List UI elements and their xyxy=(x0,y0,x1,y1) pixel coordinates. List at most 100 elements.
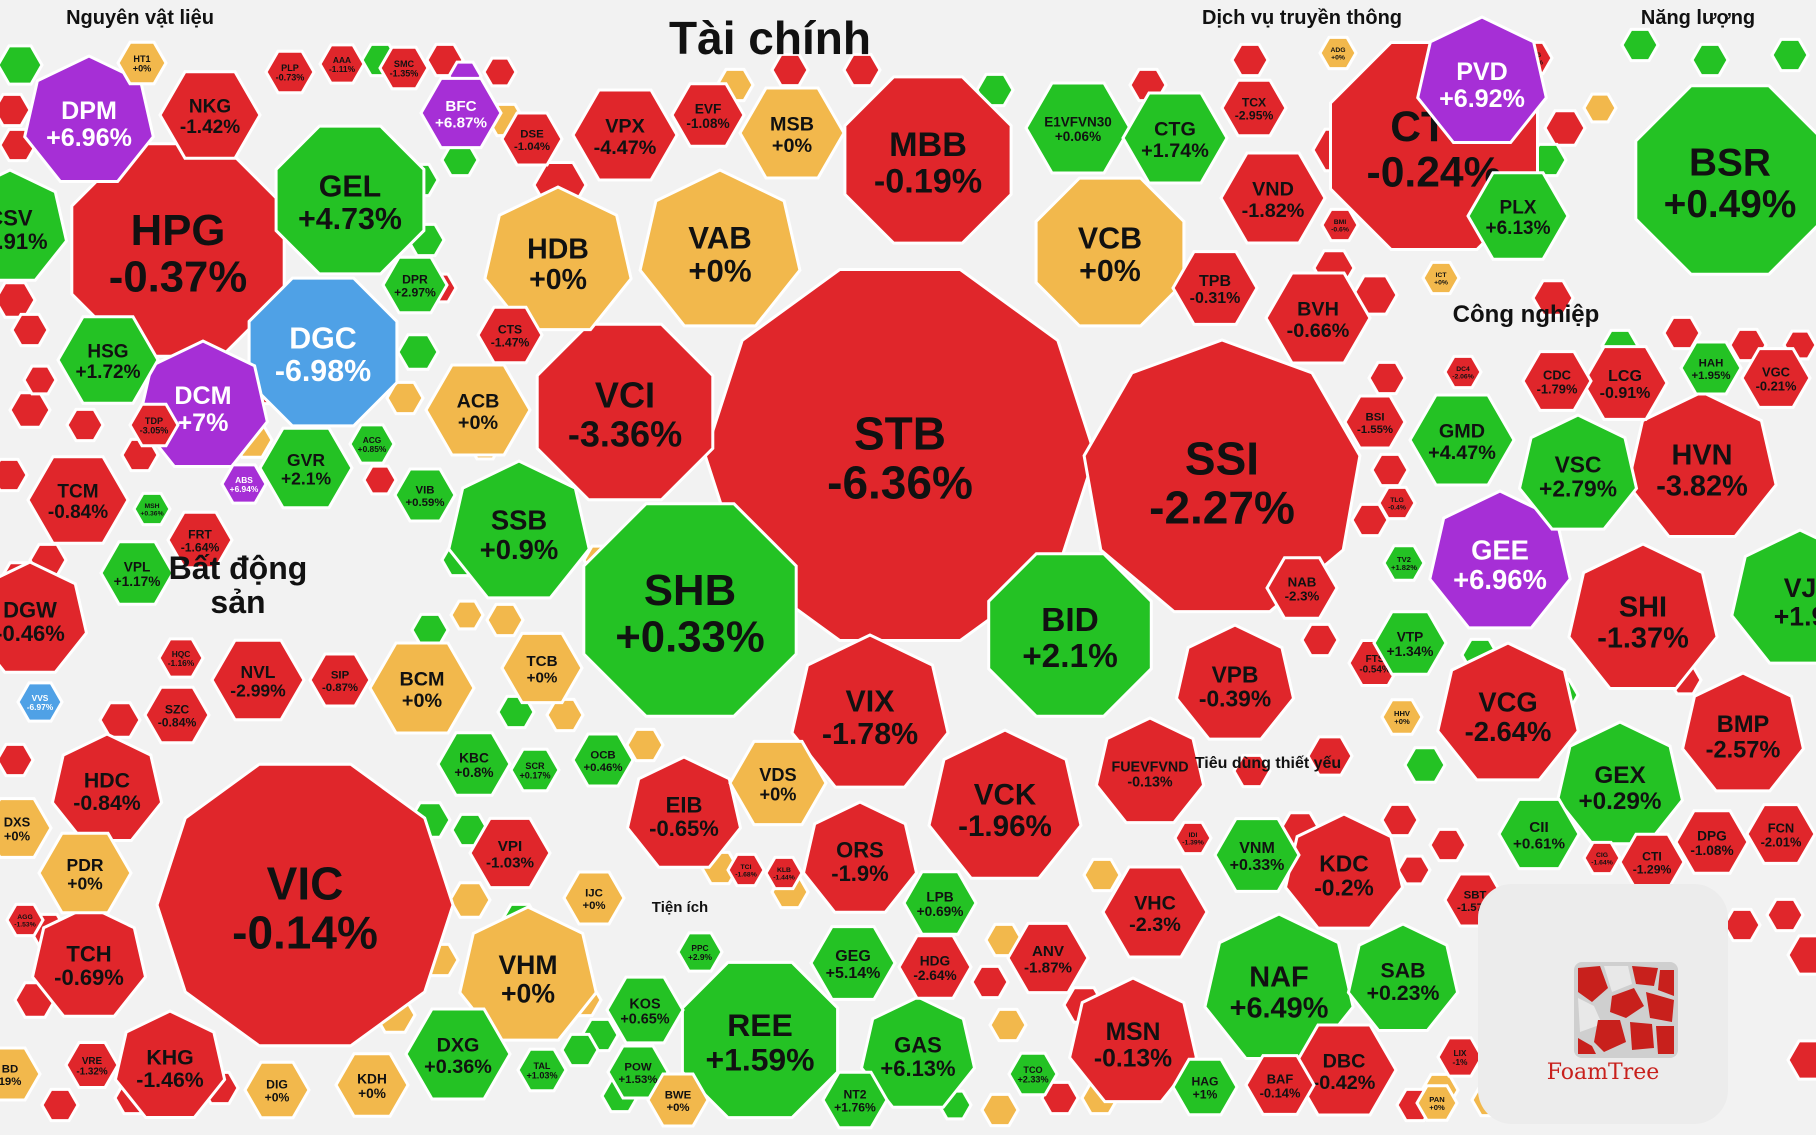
small-stock-cell[interactable] xyxy=(1232,753,1272,789)
stock-cell-kbc[interactable] xyxy=(436,731,512,797)
stock-cell-nvl[interactable] xyxy=(210,638,306,722)
stock-cell-kdc[interactable] xyxy=(1283,812,1405,930)
stock-cell-nt2[interactable] xyxy=(821,1070,889,1130)
stock-cell-ors[interactable] xyxy=(801,800,919,914)
stock-cell-tci[interactable] xyxy=(726,852,766,888)
stock-cell-dpg[interactable] xyxy=(1674,809,1750,875)
stock-cell-csv[interactable] xyxy=(0,168,69,282)
stock-cell-vj[interactable] xyxy=(1730,528,1816,665)
small-stock-cell[interactable] xyxy=(449,599,485,631)
stock-cell-vvs[interactable] xyxy=(16,681,64,723)
stock-cell-acb[interactable] xyxy=(424,363,532,457)
small-stock-cell[interactable] xyxy=(98,701,142,739)
group-title-utilities[interactable]: Tiện ích xyxy=(651,899,709,916)
stock-cell-dxs[interactable] xyxy=(0,797,53,859)
stock-cell-kdh[interactable] xyxy=(334,1052,410,1118)
stock-cell-hdg[interactable] xyxy=(897,934,973,1000)
small-stock-cell[interactable] xyxy=(1380,802,1420,838)
stock-cell-abs[interactable] xyxy=(220,463,268,505)
stock-cell-vpi[interactable] xyxy=(468,816,552,890)
stock-cell-evf[interactable] xyxy=(670,82,746,148)
stock-cell-ijc[interactable] xyxy=(562,870,626,926)
stock-cell-tpb[interactable] xyxy=(1171,250,1259,326)
stock-cell-hah[interactable] xyxy=(1679,340,1743,396)
stock-cell-tcb[interactable] xyxy=(500,631,584,705)
stock-cell-vsc[interactable] xyxy=(1517,413,1639,531)
stock-cell-frt[interactable] xyxy=(166,510,234,570)
stock-cell-shb[interactable] xyxy=(582,502,798,718)
stock-cell-pvd[interactable] xyxy=(1416,15,1548,144)
small-stock-cell[interactable] xyxy=(1543,109,1587,147)
stock-cell-tcx[interactable] xyxy=(1220,78,1288,138)
group-title-communication[interactable]: Dịch vụ truyền thông xyxy=(1202,7,1402,29)
stock-cell-scr[interactable] xyxy=(509,747,561,793)
stock-cell-vtp[interactable] xyxy=(1372,610,1448,676)
small-stock-cell[interactable] xyxy=(65,407,105,443)
small-stock-cell[interactable] xyxy=(1722,907,1762,943)
small-stock-cell[interactable] xyxy=(1428,827,1468,863)
stock-cell-ppc[interactable] xyxy=(676,931,724,973)
stock-cell-dc4[interactable] xyxy=(1443,354,1483,390)
small-stock-cell[interactable] xyxy=(1403,746,1447,784)
stock-cell-tv2[interactable] xyxy=(1382,544,1426,582)
small-stock-cell[interactable] xyxy=(1690,42,1730,78)
stock-cell-vhc[interactable] xyxy=(1101,865,1209,959)
stock-cell-ssb[interactable] xyxy=(447,459,591,600)
stock-cell-bwe[interactable] xyxy=(646,1072,710,1128)
stock-cell-vre[interactable] xyxy=(64,1041,120,1089)
stock-cell-bsr[interactable] xyxy=(1634,84,1816,276)
stock-cell-anv[interactable] xyxy=(1006,921,1090,995)
stock-cell-ict[interactable] xyxy=(1421,260,1461,296)
small-stock-cell[interactable] xyxy=(1306,735,1354,777)
small-stock-cell[interactable] xyxy=(1300,622,1340,658)
stock-cell-msb[interactable] xyxy=(738,86,846,180)
stock-cell-bcm[interactable] xyxy=(368,641,476,735)
group-title-real-estate[interactable]: Bất động sản xyxy=(168,550,308,620)
small-stock-cell[interactable] xyxy=(10,312,50,348)
stock-cell-plp[interactable] xyxy=(264,49,316,95)
group-title-materials[interactable]: Nguyên vật liệu xyxy=(66,7,214,29)
small-stock-cell[interactable] xyxy=(1620,27,1660,63)
stock-cell-vnm[interactable] xyxy=(1213,817,1301,893)
stock-cell-dig[interactable] xyxy=(243,1060,311,1120)
stock-cell-nkg[interactable] xyxy=(158,70,262,160)
stock-cell-hag[interactable] xyxy=(1171,1057,1239,1117)
stock-cell-cdc[interactable] xyxy=(1521,350,1593,412)
group-title-consumer-staples[interactable]: Tiêu dùng thiết yếu xyxy=(1194,755,1342,772)
small-stock-cell[interactable] xyxy=(1531,279,1575,317)
small-stock-cell[interactable] xyxy=(1230,42,1270,78)
stock-cell-cts[interactable] xyxy=(476,305,544,365)
stock-cell-bvh[interactable] xyxy=(1264,271,1372,365)
stock-cell-tal[interactable] xyxy=(516,1047,568,1093)
stock-cell-dpm[interactable] xyxy=(23,54,155,183)
stock-cell-hdb[interactable] xyxy=(483,185,633,332)
small-stock-cell[interactable] xyxy=(988,1007,1028,1043)
stock-cell-vab[interactable] xyxy=(638,168,802,328)
small-stock-cell[interactable] xyxy=(0,281,37,319)
stock-cell-tco[interactable] xyxy=(1007,1051,1059,1097)
stock-cell-msh[interactable] xyxy=(132,491,172,527)
stock-cell-gee[interactable] xyxy=(1428,489,1572,630)
small-stock-cell[interactable] xyxy=(448,881,492,919)
small-stock-cell[interactable] xyxy=(485,602,525,638)
stock-cell-e1vfvn30[interactable] xyxy=(1024,81,1132,175)
stock-cell-ocb[interactable] xyxy=(571,732,635,788)
small-stock-cell[interactable] xyxy=(1765,897,1805,933)
stock-cell-klb[interactable] xyxy=(764,855,804,891)
stock-cell-hhv[interactable] xyxy=(1380,698,1424,736)
small-stock-cell[interactable] xyxy=(0,92,32,128)
stock-cell-lpb[interactable] xyxy=(902,870,978,936)
small-stock-cell[interactable] xyxy=(410,612,450,648)
stock-cell-shi[interactable] xyxy=(1567,542,1719,690)
small-stock-cell[interactable] xyxy=(1786,1039,1816,1081)
stock-cell-bfc[interactable] xyxy=(419,76,503,150)
small-stock-cell[interactable] xyxy=(0,742,35,778)
stock-cell-dgw[interactable] xyxy=(0,560,89,674)
stock-cell-vds[interactable] xyxy=(728,739,828,827)
stock-cell-kos[interactable] xyxy=(605,975,685,1045)
stock-cell-mbb[interactable] xyxy=(843,75,1013,245)
small-stock-cell[interactable] xyxy=(545,697,585,733)
small-stock-cell[interactable] xyxy=(0,44,44,86)
stock-cell-lix[interactable] xyxy=(1436,1036,1484,1078)
stock-cell-vcg[interactable] xyxy=(1436,641,1580,782)
